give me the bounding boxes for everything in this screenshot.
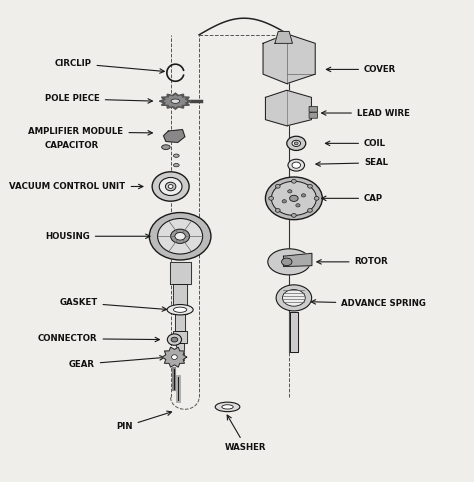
Text: COVER: COVER xyxy=(326,65,396,74)
Ellipse shape xyxy=(269,197,273,200)
Ellipse shape xyxy=(175,232,185,240)
Ellipse shape xyxy=(292,214,296,217)
Ellipse shape xyxy=(287,136,306,150)
Ellipse shape xyxy=(276,285,311,311)
Ellipse shape xyxy=(173,307,187,312)
Text: VACUUM CONTROL UNIT: VACUUM CONTROL UNIT xyxy=(9,182,143,191)
Ellipse shape xyxy=(288,159,304,171)
Ellipse shape xyxy=(296,204,300,207)
Polygon shape xyxy=(265,90,311,126)
Polygon shape xyxy=(175,314,185,331)
FancyBboxPatch shape xyxy=(309,112,318,118)
Text: WASHER: WASHER xyxy=(225,415,267,452)
Ellipse shape xyxy=(167,334,182,345)
Polygon shape xyxy=(173,284,187,314)
Ellipse shape xyxy=(171,337,178,342)
Text: CAPACITOR: CAPACITOR xyxy=(45,141,99,150)
Ellipse shape xyxy=(149,213,211,260)
Ellipse shape xyxy=(268,249,310,275)
Ellipse shape xyxy=(222,405,233,409)
Ellipse shape xyxy=(172,355,177,360)
Polygon shape xyxy=(290,312,298,352)
Text: CIRCLIP: CIRCLIP xyxy=(55,59,164,73)
Ellipse shape xyxy=(165,182,176,191)
Ellipse shape xyxy=(173,163,179,167)
Ellipse shape xyxy=(290,195,298,201)
Text: COIL: COIL xyxy=(325,139,386,148)
Text: LEAD WIRE: LEAD WIRE xyxy=(321,108,410,118)
Text: CONNECTOR: CONNECTOR xyxy=(38,334,160,343)
Ellipse shape xyxy=(282,200,286,203)
Text: AMPLIFIER MODULE: AMPLIFIER MODULE xyxy=(28,127,153,136)
Ellipse shape xyxy=(159,177,182,196)
Polygon shape xyxy=(162,347,187,367)
Ellipse shape xyxy=(171,99,180,103)
Polygon shape xyxy=(283,254,312,267)
Polygon shape xyxy=(164,95,187,107)
Ellipse shape xyxy=(152,172,189,201)
Ellipse shape xyxy=(271,181,316,215)
Text: GASKET: GASKET xyxy=(59,298,167,311)
Ellipse shape xyxy=(275,209,280,212)
Ellipse shape xyxy=(168,185,173,188)
Ellipse shape xyxy=(173,154,179,157)
Polygon shape xyxy=(164,130,185,142)
Text: PIN: PIN xyxy=(116,411,172,431)
Ellipse shape xyxy=(292,140,301,147)
Text: POLE PIECE: POLE PIECE xyxy=(45,94,153,103)
Ellipse shape xyxy=(292,162,301,168)
Text: HOUSING: HOUSING xyxy=(45,232,150,241)
Ellipse shape xyxy=(215,402,240,412)
Text: CAP: CAP xyxy=(321,194,383,203)
Text: ADVANCE SPRING: ADVANCE SPRING xyxy=(311,299,426,308)
Ellipse shape xyxy=(283,290,305,306)
Ellipse shape xyxy=(167,305,193,315)
Ellipse shape xyxy=(157,218,202,254)
Polygon shape xyxy=(275,31,292,43)
Ellipse shape xyxy=(282,258,292,266)
Polygon shape xyxy=(159,93,191,109)
Text: SEAL: SEAL xyxy=(316,158,388,167)
Polygon shape xyxy=(170,262,191,284)
Ellipse shape xyxy=(301,194,306,197)
Ellipse shape xyxy=(288,190,292,193)
FancyBboxPatch shape xyxy=(309,107,318,112)
Ellipse shape xyxy=(308,185,312,188)
Polygon shape xyxy=(263,34,315,84)
Ellipse shape xyxy=(162,145,170,149)
Polygon shape xyxy=(176,343,184,360)
Ellipse shape xyxy=(171,229,190,243)
Ellipse shape xyxy=(308,209,312,212)
Ellipse shape xyxy=(314,197,319,200)
Ellipse shape xyxy=(294,142,298,145)
Ellipse shape xyxy=(292,179,296,183)
Ellipse shape xyxy=(275,185,280,188)
Text: GEAR: GEAR xyxy=(69,356,164,369)
Ellipse shape xyxy=(265,177,322,220)
Text: ROTOR: ROTOR xyxy=(317,257,388,267)
Polygon shape xyxy=(173,331,187,343)
